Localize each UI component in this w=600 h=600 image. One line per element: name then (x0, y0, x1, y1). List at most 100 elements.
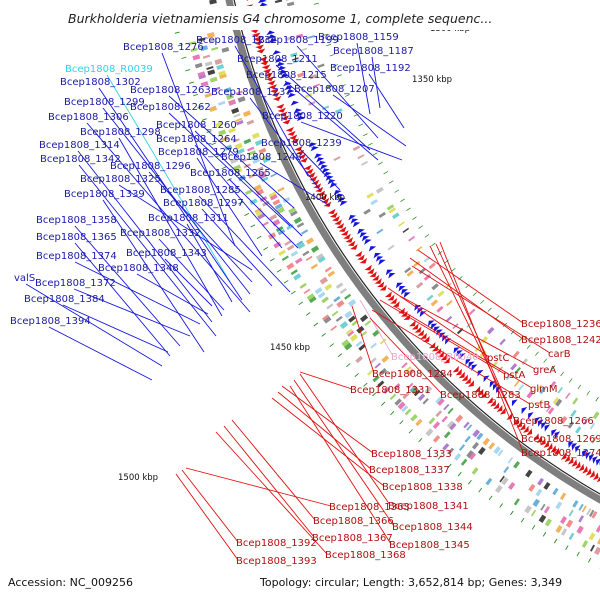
forward-gene-label[interactable]: Bcep1808_1306 (48, 112, 129, 123)
forward-gene-arrow (544, 424, 551, 432)
reverse-gene-label[interactable]: Bcep1808_1333 (371, 449, 452, 460)
feature-block (595, 396, 599, 402)
reverse-gene-label[interactable]: Bcep1808_1283 (440, 390, 521, 401)
reverse-gene-label[interactable]: Bcep1808_1363 (329, 502, 410, 513)
forward-gene-label[interactable]: Bcep1808_1299 (64, 97, 145, 108)
reverse-gene-label[interactable]: pstC (487, 353, 509, 364)
forward-gene-label[interactable]: Bcep1808_1314 (39, 140, 120, 151)
reverse-gene-label[interactable]: Bcep1808_1367 (312, 533, 393, 544)
forward-gene-arrow (595, 458, 600, 466)
forward-gene-label[interactable]: Bcep1808_1192 (330, 63, 411, 74)
genome-summary-text: Topology: circular; Length: 3,652,814 bp… (259, 576, 562, 589)
reverse-gene-label[interactable]: Bcep1808_1345 (389, 540, 470, 551)
feature-block (447, 463, 452, 469)
reverse-gene-label[interactable]: Bcep1808_1341 (388, 501, 469, 512)
reverse-gene-arrow (546, 442, 553, 451)
forward-label-connector (198, 195, 291, 293)
forward-gene-label[interactable]: Bcep1808_1215 (246, 70, 327, 81)
forward-gene-label[interactable]: Bcep1808_1159 (318, 32, 399, 43)
feature-block (377, 380, 385, 388)
forward-gene-label[interactable]: Bcep1808_1339 (64, 189, 145, 200)
forward-gene-label[interactable]: Bcep1808_R0039 (65, 64, 153, 75)
forward-gene-label[interactable]: Bcep1808_1207 (294, 84, 375, 95)
feature-block (317, 63, 325, 69)
feature-block (466, 450, 474, 459)
forward-gene-label[interactable]: Bcep1808_1276 (123, 42, 204, 53)
forward-gene-label[interactable]: Bcep1808_1358 (36, 215, 117, 226)
forward-gene-label[interactable]: Bcep1808_1374 (36, 251, 117, 262)
feature-block (512, 350, 520, 359)
feature-block (383, 386, 391, 394)
forward-label-connector (148, 171, 253, 283)
reverse-gene-label[interactable]: Bcep1808_1236 (521, 319, 600, 330)
forward-gene-label[interactable]: Bcep1808_1348 (98, 263, 179, 274)
feature-block (275, 226, 284, 233)
reverse-gene-label[interactable]: Bcep1808_1274 (521, 448, 600, 459)
forward-gene-label[interactable]: Bcep1808_1211 (237, 54, 318, 65)
reverse-gene-label[interactable]: greA (533, 365, 556, 376)
forward-gene-label[interactable]: Bcep1808_1262 (130, 102, 211, 113)
forward-label-connector (194, 130, 303, 237)
forward-gene-label[interactable]: Bcep1808_1279 (158, 147, 239, 158)
forward-gene-label[interactable]: Bcep1808_1302 (60, 77, 141, 88)
feature-block (391, 212, 400, 220)
reverse-gene-arrow (305, 168, 314, 174)
forward-gene-label[interactable]: Bcep1808_1232 (196, 35, 277, 46)
scale-label: 1500 kbp (118, 473, 158, 483)
feature-block (555, 398, 563, 407)
reverse-gene-label[interactable]: pstB (528, 400, 550, 411)
forward-gene-arrow (258, 2, 268, 8)
reverse-gene-arrow (443, 357, 450, 364)
reverse-gene-label[interactable]: Bcep1808_1284 (372, 369, 453, 380)
forward-gene-label[interactable]: Bcep1808_1296 (110, 161, 191, 172)
reverse-gene-arrow (437, 351, 445, 358)
reverse-gene-label[interactable]: Bcep1808_1266 (513, 416, 594, 427)
forward-gene-label[interactable]: Bcep1808_1297 (163, 198, 244, 209)
forward-gene-label[interactable]: Bcep1808_1264 (156, 134, 237, 145)
forward-gene-label[interactable]: Bcep1808_1298 (80, 127, 161, 138)
feature-block (296, 240, 304, 246)
forward-gene-label[interactable]: Bcep1808_1260 (156, 120, 237, 131)
reverse-gene-label[interactable]: Bcep1808_1366 (313, 516, 394, 527)
forward-gene-label[interactable]: valS (14, 273, 35, 284)
reverse-gene-label[interactable]: Bcep1808_1242 (521, 335, 600, 346)
forward-gene-label[interactable]: Bcep1808_1265 (190, 168, 271, 179)
reverse-gene-arrow (496, 404, 503, 412)
reverse-gene-label[interactable]: Bcep1808_1392 (236, 538, 317, 549)
forward-gene-label[interactable]: Bcep1808_1187 (333, 46, 414, 57)
forward-gene-label[interactable]: Bcep1808_1394 (10, 316, 91, 327)
forward-gene-label[interactable]: Bcep1808_1237 (211, 87, 292, 98)
reverse-gene-label[interactable]: pstA (503, 370, 525, 381)
forward-gene-label[interactable]: Bcep1808_1384 (24, 294, 105, 305)
feature-block (413, 260, 421, 268)
forward-gene-arrow (444, 338, 452, 345)
forward-gene-label[interactable]: Bcep1808_1372 (35, 278, 116, 289)
forward-gene-label[interactable]: Bcep1808_1365 (36, 232, 117, 243)
reverse-gene-label[interactable]: Bcep1808_1269 (521, 434, 600, 445)
forward-gene-label[interactable]: Bcep1808_1343 (126, 248, 207, 259)
forward-gene-label[interactable]: Bcep1808_1325 (80, 174, 161, 185)
forward-gene-label[interactable]: Bcep1808_1199 (258, 35, 339, 46)
reverse-gene-label[interactable]: Bcep1808_R0040 (391, 352, 479, 363)
footer-background (0, 570, 600, 600)
feature-block (286, 244, 295, 251)
feature-block (586, 390, 590, 396)
forward-gene-label[interactable]: Bcep1808_1220 (262, 111, 343, 122)
reverse-gene-label[interactable]: Bcep1808_1338 (382, 482, 463, 493)
feature-block (321, 332, 326, 337)
reverse-gene-label[interactable]: carB (548, 349, 571, 360)
feature-block (247, 146, 255, 152)
reverse-gene-label[interactable]: glmM (530, 384, 558, 395)
forward-gene-label[interactable]: Bcep1808_1263 (130, 85, 211, 96)
reverse-gene-label[interactable]: Bcep1808_1331 (350, 385, 431, 396)
forward-gene-label[interactable]: Bcep1808_1311 (148, 213, 229, 224)
reverse-gene-label[interactable]: Bcep1808_1344 (392, 522, 473, 533)
forward-gene-label[interactable]: Bcep1808_1239 (261, 138, 342, 149)
reverse-gene-label[interactable]: Bcep1808_1393 (236, 556, 317, 567)
forward-gene-label[interactable]: Bcep1808_1342 (40, 154, 121, 165)
reverse-gene-label[interactable]: Bcep1808_1337 (369, 465, 450, 476)
reverse-gene-label[interactable]: Bcep1808_1368 (325, 550, 406, 561)
forward-gene-label[interactable]: Bcep1808_1332 (120, 228, 201, 239)
forward-gene-label[interactable]: Bcep1808_1248 (221, 152, 302, 163)
forward-gene-label[interactable]: Bcep1808_1285 (160, 185, 241, 196)
